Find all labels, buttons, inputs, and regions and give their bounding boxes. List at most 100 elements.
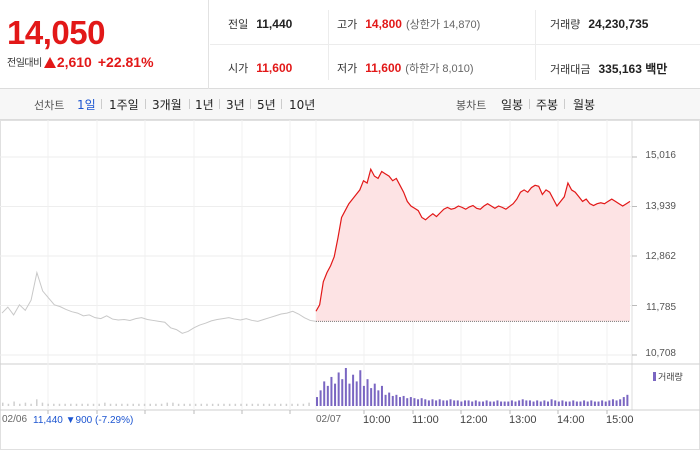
y-tick-label: 15,016 bbox=[645, 150, 676, 161]
volume-bar bbox=[87, 403, 89, 406]
volume-bar bbox=[565, 401, 568, 406]
volume-bar bbox=[474, 400, 477, 406]
stat-value: 14,800 bbox=[365, 17, 402, 31]
volume-bar bbox=[355, 381, 358, 406]
tab-1-day[interactable]: 1일 bbox=[77, 98, 96, 112]
volume-bar bbox=[36, 399, 38, 406]
stat-trade-value: 거래대금 335,163 백만 bbox=[550, 60, 667, 77]
volume-bar bbox=[510, 400, 513, 406]
tab-1-year[interactable]: 1년 bbox=[195, 98, 214, 112]
volume-bar bbox=[514, 401, 517, 406]
volume-bar bbox=[467, 400, 470, 406]
volume-bar bbox=[160, 403, 163, 406]
volume-bar bbox=[138, 403, 140, 406]
stat-grid: 전일 11,440 고가 14,800 (상한가 14,870) 거래량 24,230,… bbox=[210, 0, 700, 89]
volume-bar bbox=[601, 400, 604, 406]
stat-value: 335,163 백만 bbox=[598, 62, 668, 76]
volume-bar bbox=[572, 400, 575, 406]
volume-bar bbox=[81, 403, 83, 406]
volume-bar bbox=[251, 403, 254, 406]
prev-day-price-line bbox=[1, 270, 317, 334]
tab-monthly-candle[interactable]: 월봉 bbox=[573, 98, 596, 112]
volume-swatch bbox=[653, 372, 656, 381]
volume-bar bbox=[13, 401, 15, 406]
volume-bar bbox=[583, 400, 586, 406]
stat-value: 11,600 bbox=[256, 61, 293, 75]
volume-bar bbox=[503, 401, 506, 406]
volume-bar bbox=[399, 397, 402, 406]
tab-separator bbox=[564, 99, 565, 109]
volume-bar bbox=[172, 402, 174, 406]
volume-bar bbox=[575, 401, 578, 406]
volume-bar bbox=[47, 403, 49, 406]
x-tick-label: 02/06 bbox=[2, 414, 28, 425]
volume-bar bbox=[296, 403, 299, 406]
volume-bar bbox=[41, 402, 44, 406]
y-tick-label: 11,785 bbox=[646, 302, 676, 313]
volume-legend-label: 거래량 bbox=[658, 373, 683, 383]
stat-divider bbox=[210, 44, 700, 45]
volume-bar bbox=[200, 403, 203, 406]
volume-bar bbox=[177, 403, 180, 406]
volume-bar bbox=[194, 403, 197, 406]
stat-open: 시가 11,600 bbox=[228, 60, 292, 76]
volume-bar bbox=[285, 403, 288, 406]
tab-3-months[interactable]: 3개월 bbox=[152, 98, 182, 112]
volume-bar bbox=[615, 400, 618, 406]
stat-label: 시가 bbox=[228, 62, 249, 75]
volume-bar bbox=[75, 403, 78, 406]
stat-volume: 거래량 24,230,735 bbox=[550, 16, 648, 32]
volume-bar bbox=[234, 403, 237, 406]
current-price: 14,050 bbox=[7, 14, 105, 51]
volume-bar bbox=[206, 403, 208, 406]
tab-1-week[interactable]: 1주일 bbox=[109, 98, 139, 112]
tab-weekly-candle[interactable]: 주봉 bbox=[536, 98, 559, 112]
volume-bar bbox=[435, 400, 438, 406]
volume-bar bbox=[384, 394, 387, 406]
volume-bar bbox=[308, 402, 310, 406]
volume-bar bbox=[228, 403, 231, 406]
volume-bar bbox=[257, 403, 259, 406]
volume-bar bbox=[291, 403, 293, 406]
line-chart-label: 선차트 bbox=[34, 99, 65, 112]
volume-bar bbox=[622, 397, 625, 406]
volume-bar bbox=[362, 385, 365, 406]
volume-bar bbox=[431, 399, 434, 406]
volume-bar bbox=[30, 403, 32, 406]
stat-high: 고가 14,800 (상한가 14,870) bbox=[337, 16, 480, 32]
volume-bar bbox=[70, 403, 72, 406]
chart-canvas bbox=[0, 120, 700, 450]
volume-bar bbox=[121, 403, 123, 406]
tab-3-years[interactable]: 3년 bbox=[226, 98, 245, 112]
volume-bar bbox=[126, 403, 129, 406]
tab-daily-candle[interactable]: 일봉 bbox=[501, 98, 524, 112]
volume-bar bbox=[427, 400, 430, 406]
volume-legend: 거래량 bbox=[653, 370, 683, 383]
volume-bar bbox=[604, 401, 607, 406]
volume-bar bbox=[395, 394, 398, 406]
tab-5-years[interactable]: 5년 bbox=[257, 98, 276, 112]
today-price-line bbox=[315, 167, 631, 312]
volume-bar bbox=[449, 399, 452, 406]
x-tick-label: 15:00 bbox=[606, 414, 634, 426]
volume-bar bbox=[274, 403, 276, 406]
volume-bar bbox=[388, 392, 391, 406]
up-triangle-icon bbox=[43, 57, 56, 68]
volume-bar bbox=[626, 394, 629, 406]
volume-bar bbox=[352, 374, 355, 406]
volume-bar bbox=[525, 400, 528, 406]
tab-10-years[interactable]: 10년 bbox=[289, 98, 316, 112]
intraday-chart[interactable]: 15,016 13,939 12,862 11,785 10,708 거래량 0… bbox=[0, 120, 700, 450]
y-tick-label: 10,708 bbox=[645, 348, 676, 359]
volume-bar bbox=[189, 403, 191, 406]
volume-bar bbox=[593, 401, 596, 406]
volume-bar bbox=[58, 403, 61, 406]
volume-bar bbox=[521, 399, 524, 406]
stat-label: 거래대금 bbox=[550, 63, 591, 76]
volume-bar bbox=[143, 403, 146, 406]
y-tick-label: 12,862 bbox=[645, 251, 676, 262]
volume-bar bbox=[92, 403, 95, 406]
volume-bar bbox=[590, 400, 593, 406]
x-tick-label: 11:00 bbox=[412, 414, 439, 426]
volume-bar bbox=[417, 399, 420, 406]
